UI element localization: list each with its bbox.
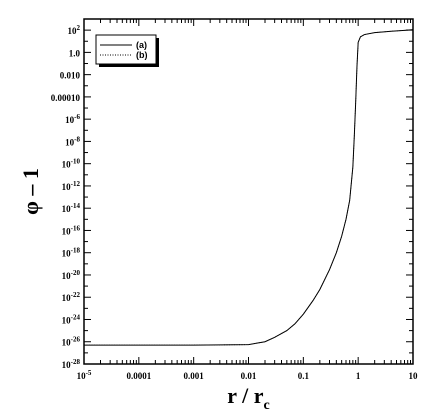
x-axis-title-subscript: c	[264, 398, 270, 413]
x-axis-title-main: r / r	[227, 383, 263, 408]
y-tick-label: 10-16	[62, 224, 81, 236]
y-tick-label: 1.0	[69, 48, 81, 58]
y-tick-label: 10-18	[62, 247, 81, 259]
y-tick-label: 10-28	[62, 358, 81, 370]
y-tick-label: 102	[68, 24, 81, 36]
y-axis-ticks	[84, 18, 413, 365]
y-tick-label: 10-14	[62, 202, 81, 214]
y-tick-label: 0.010	[60, 71, 81, 81]
y-tick-label: 10-10	[62, 158, 81, 170]
y-tick-label: 10-12	[62, 180, 81, 192]
y-tick-label: 10-24	[62, 313, 81, 325]
x-tick-label: 0.0001	[126, 371, 151, 381]
legend-entry-a: (a)	[136, 40, 147, 50]
x-tick-label: 0.01	[241, 371, 257, 381]
y-axis-tick-labels: 102 1.0 0.010 0.00010 10-6 10-8 10-10 10-12 10-1…	[51, 24, 81, 370]
y-tick-label: 10-22	[62, 291, 81, 303]
x-tick-label: 0.1	[298, 371, 310, 381]
x-tick-label: 10	[409, 371, 419, 381]
legend: (a) (b)	[95, 34, 159, 67]
y-tick-label: 0.00010	[51, 93, 81, 103]
y-tick-label: 10-6	[65, 113, 80, 125]
x-tick-label: 10-5	[77, 369, 92, 381]
series-line-b	[84, 29, 414, 346]
y-tick-label: 10-8	[65, 135, 80, 147]
y-tick-label: 10-20	[62, 269, 81, 281]
x-axis-title: r / rc	[227, 383, 269, 413]
series-lines	[84, 29, 414, 346]
legend-box	[95, 34, 157, 65]
x-tick-label: 0.001	[184, 371, 205, 381]
y-tick-label: 10-26	[62, 336, 81, 348]
y-axis-title: φ – 1	[18, 168, 43, 215]
legend-entry-b: (b)	[136, 50, 148, 60]
x-tick-label: 1	[356, 371, 361, 381]
x-axis-tick-labels: 10-5 0.0001 0.001 0.01 0.1 1 10	[77, 369, 418, 381]
x-axis-ticks	[83, 19, 414, 364]
